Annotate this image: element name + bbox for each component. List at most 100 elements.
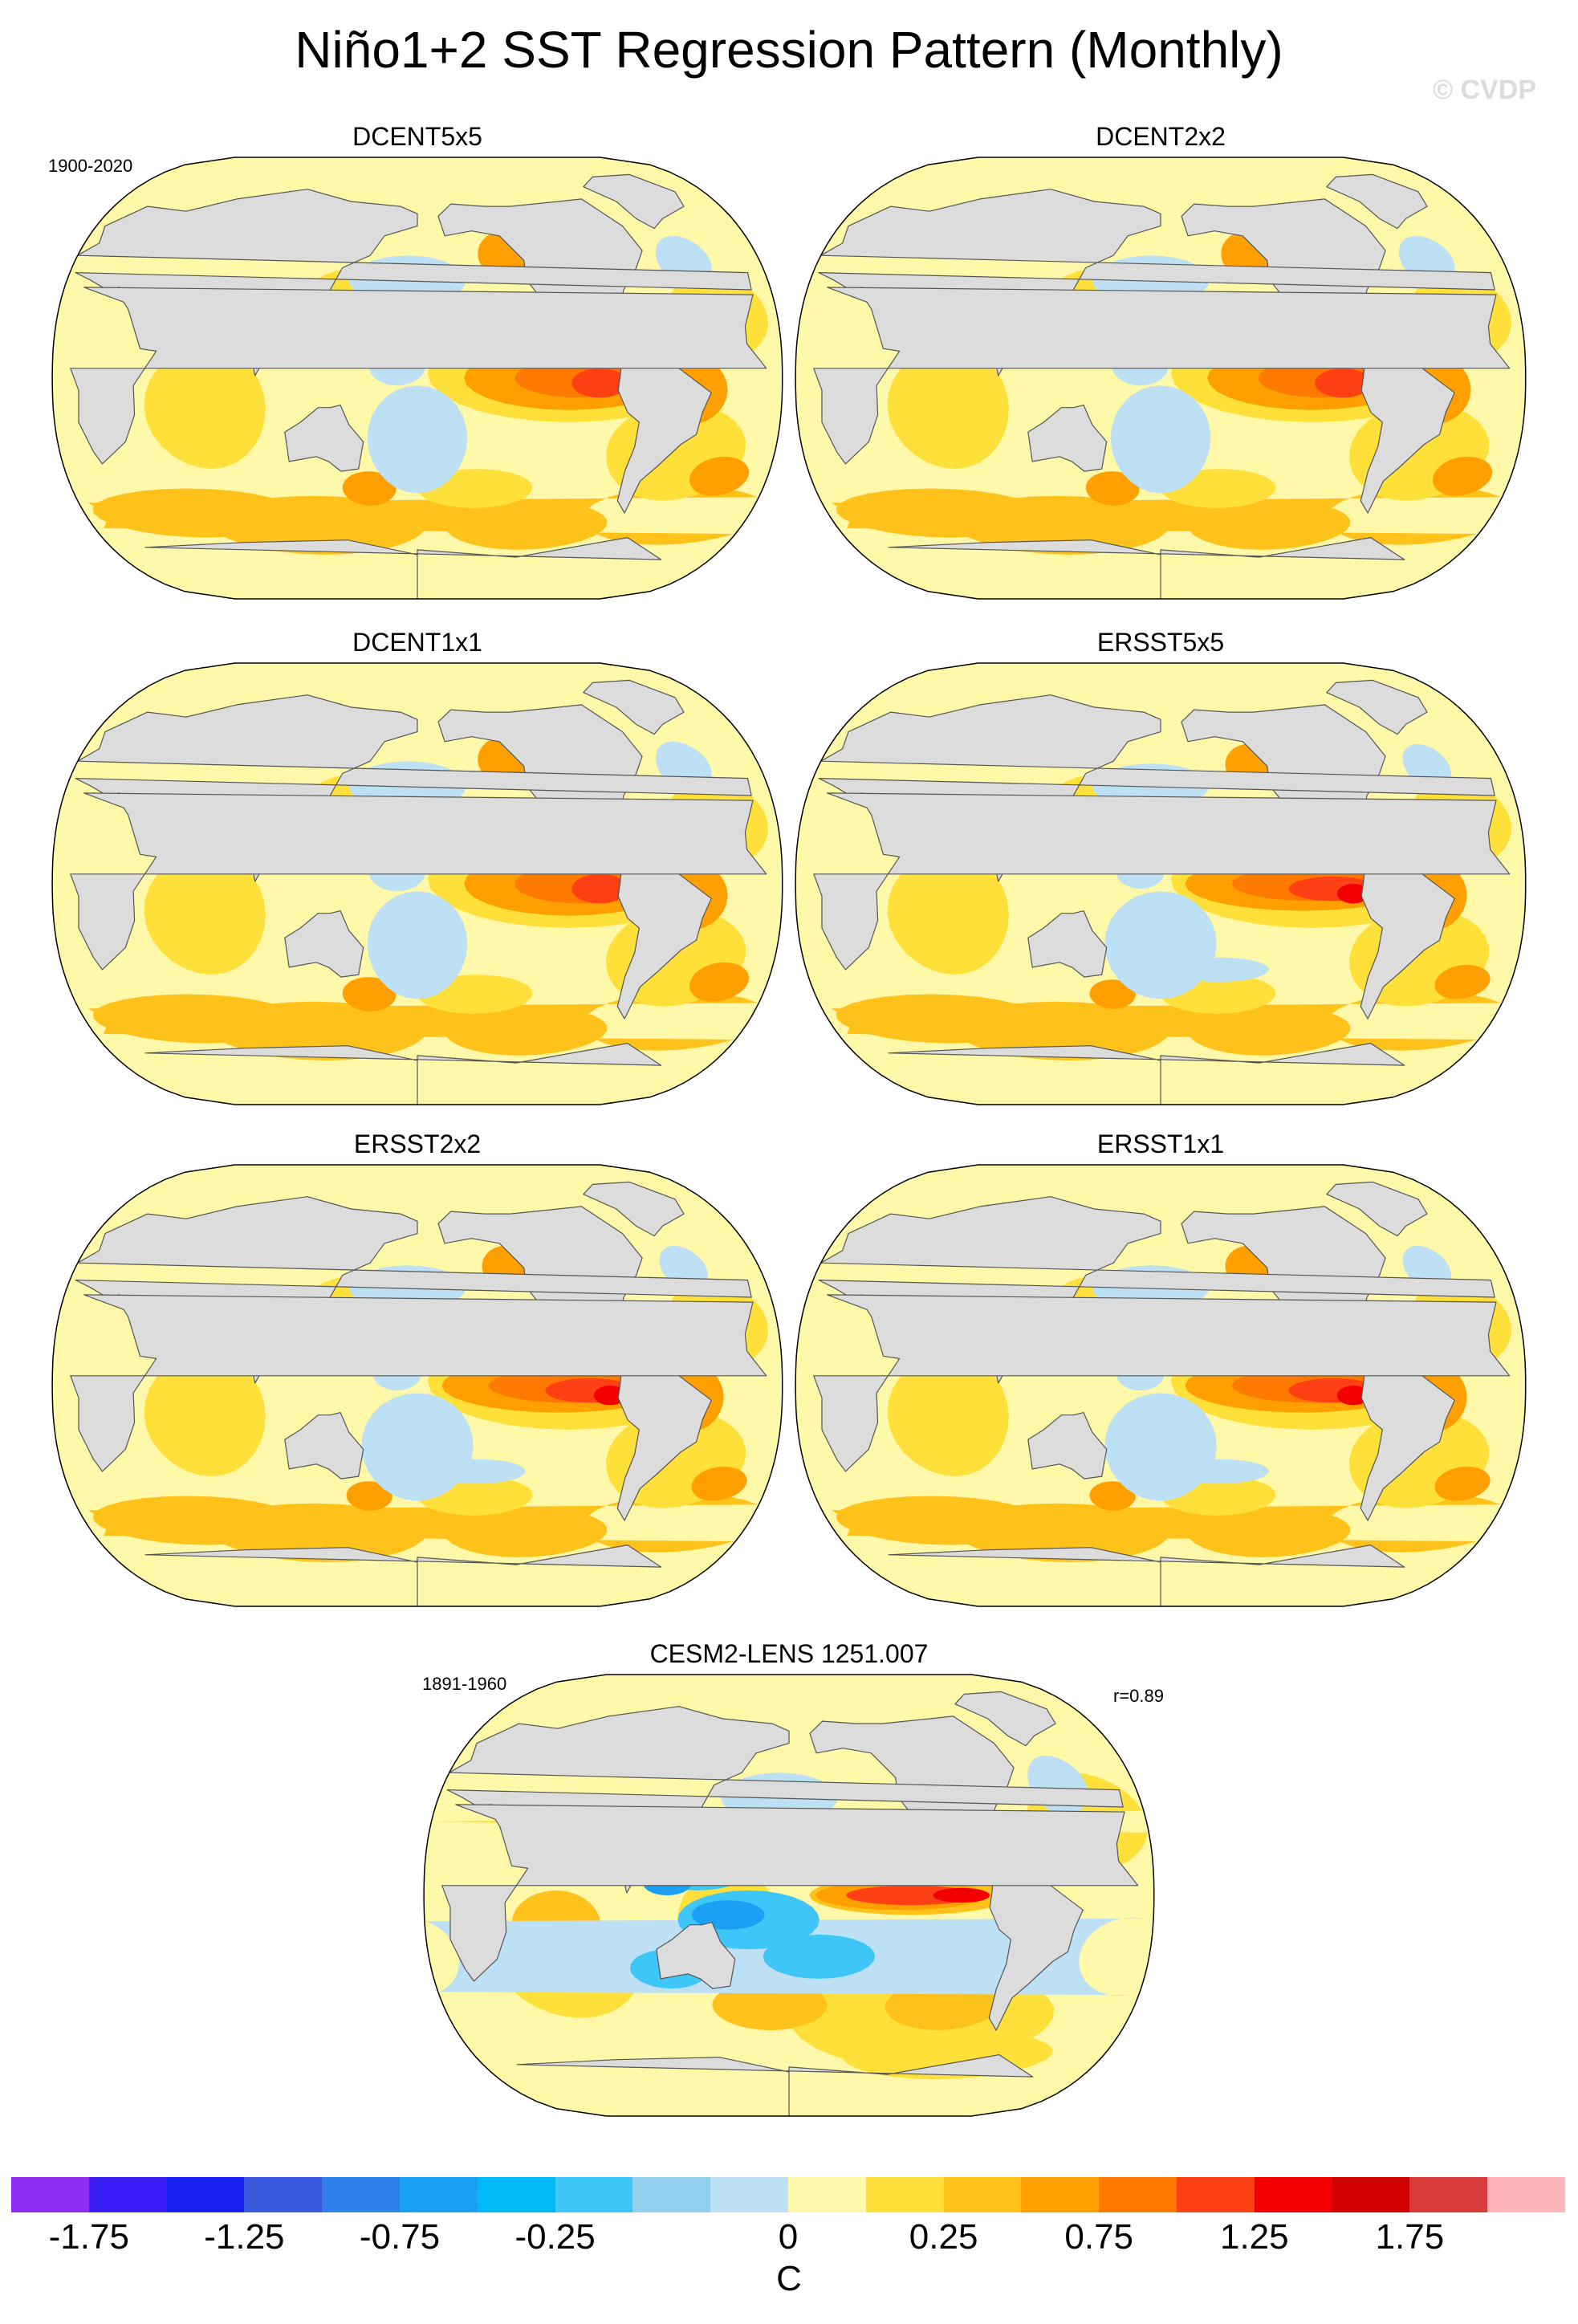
map-outline bbox=[795, 1164, 1527, 1607]
colorbar-tick-label: 1.25 bbox=[1219, 2217, 1289, 2257]
sst-anomaly-region bbox=[1085, 471, 1140, 506]
land-antarctica bbox=[144, 1043, 662, 1105]
colorbar-box bbox=[166, 2177, 245, 2212]
colorbar-box bbox=[244, 2177, 323, 2212]
colorbar-box bbox=[400, 2177, 478, 2212]
sst-anomaly-region bbox=[367, 891, 468, 999]
map-svg bbox=[795, 157, 1527, 600]
colorbar-box bbox=[710, 2177, 789, 2212]
map-outline bbox=[51, 1164, 783, 1607]
panel-title: ERSST2x2 bbox=[353, 1129, 482, 1158]
colorbar-box bbox=[477, 2177, 556, 2212]
sst-anomaly-region bbox=[1089, 1481, 1136, 1511]
map-panel-ersst2x2: ERSST2x2 bbox=[48, 1128, 787, 1618]
ocean-field bbox=[795, 157, 1526, 599]
map-panel-cesm2-lens: CESM2-LENS 1251.007 bbox=[420, 1638, 1158, 2127]
colorbar-box bbox=[632, 2177, 711, 2212]
figure-title: Niño1+2 SST Regression Pattern (Monthly) bbox=[295, 21, 1283, 79]
colorbar-tick-label: -1.25 bbox=[204, 2217, 285, 2257]
land-greenland bbox=[1326, 173, 1428, 230]
land-antarctica bbox=[516, 2054, 1034, 2116]
colorbar-box bbox=[88, 2177, 168, 2212]
map-outline bbox=[51, 157, 783, 600]
land-greenland bbox=[1326, 1181, 1428, 1237]
panel-title: DCENT1x1 bbox=[352, 628, 482, 657]
land-antarctica bbox=[888, 1545, 1405, 1606]
sst-anomaly-region bbox=[444, 1508, 608, 1557]
map-outline bbox=[423, 1674, 1155, 2117]
land-australia bbox=[1027, 910, 1108, 978]
land-australia bbox=[284, 405, 364, 472]
map-outline bbox=[795, 662, 1527, 1105]
sst-anomaly-region bbox=[689, 456, 750, 496]
land-australia bbox=[284, 910, 364, 978]
colorbar-tick-label: -1.75 bbox=[48, 2217, 129, 2257]
colorbar-tick-label: 0.25 bbox=[909, 2217, 978, 2257]
map-svg bbox=[51, 662, 783, 1105]
panel-title: ERSST1x1 bbox=[1096, 1129, 1225, 1158]
sst-anomaly-region bbox=[836, 488, 1041, 538]
period-label: 1900-2020 bbox=[48, 156, 133, 176]
sst-anomaly-region bbox=[836, 1496, 1041, 1545]
sst-anomaly-region bbox=[1336, 884, 1370, 904]
colorbar-box bbox=[11, 2177, 90, 2212]
map-outline bbox=[795, 157, 1527, 600]
map-panel-dcent1x1: DCENT1x1 bbox=[48, 626, 787, 1116]
sst-anomaly-region bbox=[1110, 385, 1211, 494]
colorbar-box bbox=[322, 2177, 401, 2212]
land-africa bbox=[70, 1294, 767, 1472]
land-australia bbox=[1027, 1412, 1108, 1479]
sst-anomaly-region bbox=[763, 1934, 876, 1979]
sst-anomaly-region bbox=[444, 500, 608, 550]
land-antarctica bbox=[144, 537, 662, 599]
panel-title: DCENT2x2 bbox=[1096, 122, 1226, 151]
land-australia bbox=[656, 1922, 736, 1989]
sst-anomaly-region bbox=[887, 346, 1009, 470]
sst-anomaly-region bbox=[571, 873, 628, 904]
colorbar-box bbox=[865, 2177, 945, 2212]
colorbar-tick-label: 0 bbox=[778, 2217, 799, 2257]
land-greenland bbox=[583, 679, 685, 735]
land-greenland bbox=[583, 1181, 685, 1237]
map-svg bbox=[51, 157, 783, 600]
ocean-field bbox=[52, 1165, 783, 1606]
sst-anomaly-region bbox=[1315, 368, 1372, 398]
sst-anomaly-region bbox=[887, 1353, 1009, 1477]
map-svg bbox=[51, 1164, 783, 1607]
sst-anomaly-region bbox=[427, 1459, 526, 1484]
land-greenland bbox=[954, 1691, 1056, 1747]
sst-anomaly-region bbox=[1170, 957, 1269, 983]
sst-anomaly-region bbox=[342, 471, 397, 506]
map-panel-dcent2x2: DCENT2x2 bbox=[791, 120, 1530, 610]
colorbar-tick-label: 0.75 bbox=[1064, 2217, 1134, 2257]
sst-anomaly-region bbox=[367, 385, 468, 494]
sst-anomaly-region bbox=[144, 1353, 266, 1477]
land-antarctica bbox=[144, 1545, 662, 1606]
sst-anomaly-region bbox=[1434, 964, 1491, 999]
sst-anomaly-region bbox=[1187, 500, 1351, 550]
land-africa bbox=[813, 287, 1511, 465]
colorbar-box bbox=[1487, 2177, 1566, 2212]
colorbar-box bbox=[1021, 2177, 1100, 2212]
sst-anomaly-region bbox=[1170, 1459, 1269, 1484]
sst-anomaly-region bbox=[593, 1386, 627, 1406]
colorbar-tick-label: -0.25 bbox=[514, 2217, 596, 2257]
colorbar-box bbox=[1332, 2177, 1410, 2212]
sst-anomaly-region bbox=[836, 994, 1041, 1044]
panel-title: DCENT5x5 bbox=[352, 122, 482, 151]
map-outline bbox=[51, 662, 783, 1105]
colorbar-tick-label: 1.75 bbox=[1375, 2217, 1445, 2257]
map-svg bbox=[795, 662, 1527, 1105]
sst-anomaly-region bbox=[1434, 1466, 1491, 1501]
land-africa bbox=[813, 1294, 1511, 1472]
ocean-field bbox=[424, 1675, 1154, 2116]
map-svg bbox=[795, 1164, 1527, 1607]
colorbar-box bbox=[1099, 2177, 1177, 2212]
colorbar-tick-label: -0.75 bbox=[359, 2217, 441, 2257]
period-label: 1891-1960 bbox=[422, 1674, 507, 1694]
sst-anomaly-region bbox=[93, 488, 298, 538]
land-africa bbox=[813, 792, 1511, 971]
map-panel-ersst1x1: ERSST1x1 bbox=[791, 1128, 1530, 1618]
ocean-field bbox=[795, 1165, 1526, 1606]
colorbar-box bbox=[1254, 2177, 1333, 2212]
